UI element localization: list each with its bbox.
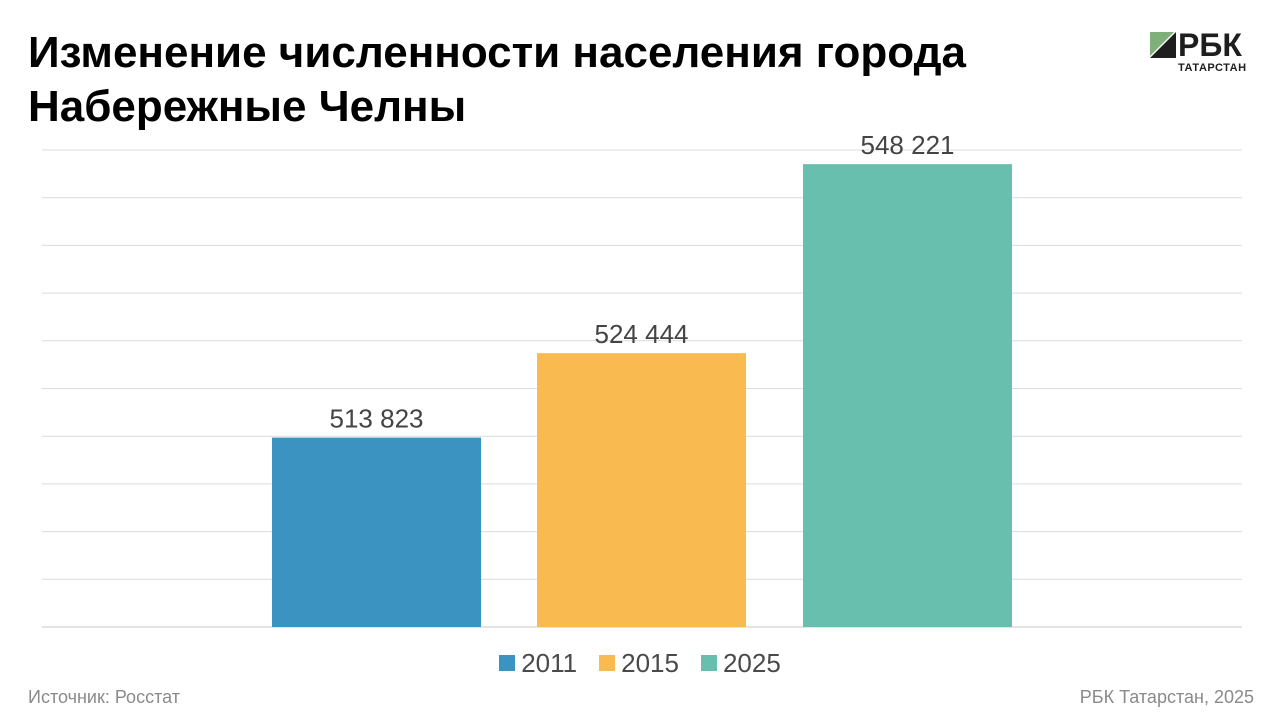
logo-wordmark: РБК (1178, 27, 1242, 63)
source-note: Источник: Росстат (28, 687, 180, 707)
legend-item-2025: 2025 (700, 648, 781, 678)
credit-note: РБК Татарстан, 2025 (1079, 687, 1254, 707)
legend-item-2011: 2011 (499, 648, 577, 678)
bar-2025 (803, 164, 1012, 627)
rbc-logo-mark-icon (1150, 32, 1176, 58)
legend-swatch (499, 655, 516, 671)
logo-subtitle: ТАТАРСТАН (1178, 62, 1247, 74)
data-label-2011: 513 823 (330, 404, 424, 434)
bar-2015 (537, 353, 746, 627)
chart-legend: 2011 2015 2025 (0, 648, 1280, 678)
chart-data-labels: 513 823 524 444 548 221 (330, 130, 955, 433)
legend-label: 2015 (621, 648, 679, 678)
legend-item-2015: 2015 (599, 648, 679, 678)
legend-label: 2011 (521, 648, 578, 678)
chart-title: Изменение численности населения города Н… (28, 28, 966, 131)
legend-swatch (599, 655, 616, 671)
data-label-2015: 524 444 (595, 319, 689, 349)
bar-2011 (272, 437, 481, 627)
chart-bars (272, 164, 1012, 627)
data-label-2025: 548 221 (861, 130, 955, 160)
legend-label: 2025 (722, 648, 781, 678)
rbc-tatarstan-logo: РБК ТАТАРСТАН (1148, 28, 1258, 78)
legend-swatch (700, 655, 717, 671)
